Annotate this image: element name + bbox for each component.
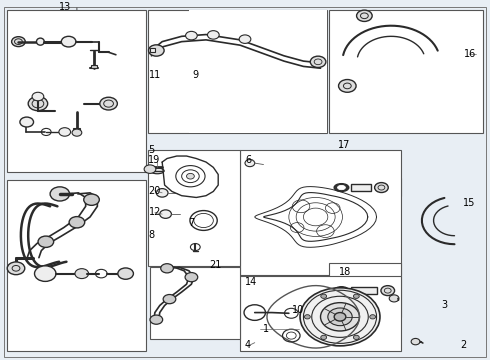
Circle shape [38,236,53,247]
Text: 7: 7 [188,218,194,228]
Text: 2: 2 [460,340,466,350]
Ellipse shape [150,168,164,174]
Circle shape [75,269,89,279]
Ellipse shape [334,287,349,294]
FancyBboxPatch shape [189,10,327,133]
Circle shape [148,45,164,56]
Bar [91,66,98,68]
Bar [74,128,80,130]
Circle shape [34,266,56,282]
Bar [351,184,371,191]
Circle shape [320,303,360,331]
Circle shape [374,183,388,193]
Circle shape [310,56,326,67]
FancyBboxPatch shape [147,10,327,133]
Text: 1: 1 [263,324,269,333]
Circle shape [7,262,25,275]
Circle shape [32,92,44,101]
Text: 9: 9 [193,70,199,80]
Circle shape [245,159,255,167]
Text: 18: 18 [339,267,351,277]
Circle shape [61,36,76,47]
Text: 12: 12 [148,207,161,217]
Circle shape [12,37,25,46]
Ellipse shape [338,185,345,190]
Circle shape [207,31,219,39]
Bar [150,48,155,52]
Circle shape [239,35,251,44]
FancyBboxPatch shape [240,276,401,351]
Circle shape [370,315,375,319]
Circle shape [20,117,33,127]
Text: 8: 8 [148,230,155,240]
Bar [351,287,376,294]
Circle shape [118,268,133,279]
Text: 5: 5 [148,145,155,155]
Circle shape [28,96,48,111]
Circle shape [163,294,176,304]
Text: 19: 19 [148,155,160,165]
Circle shape [339,80,356,92]
Circle shape [411,338,420,345]
Text: 13: 13 [59,2,71,12]
Circle shape [381,285,394,296]
Circle shape [161,264,173,273]
FancyBboxPatch shape [329,263,401,317]
Circle shape [334,312,346,321]
Circle shape [353,294,359,298]
Text: 16: 16 [464,49,476,59]
Circle shape [321,294,327,298]
Circle shape [321,335,327,339]
Circle shape [84,194,99,205]
Text: 4: 4 [245,340,251,350]
Circle shape [150,315,163,324]
Text: 10: 10 [292,305,304,315]
Ellipse shape [36,38,44,45]
Text: 17: 17 [338,140,350,150]
Circle shape [389,295,399,302]
Circle shape [353,335,359,339]
FancyBboxPatch shape [240,150,401,275]
Circle shape [187,174,195,179]
Circle shape [357,10,372,22]
Text: 6: 6 [245,154,251,165]
Ellipse shape [338,288,345,293]
Circle shape [144,165,156,174]
Circle shape [185,273,198,282]
Circle shape [304,315,310,319]
Circle shape [69,217,85,228]
Ellipse shape [334,184,349,192]
FancyBboxPatch shape [329,10,483,133]
Circle shape [300,288,380,346]
Circle shape [156,189,168,197]
FancyBboxPatch shape [329,178,401,196]
Text: 3: 3 [441,300,447,310]
FancyBboxPatch shape [7,180,146,351]
Text: 15: 15 [463,198,475,208]
Circle shape [72,129,82,136]
Text: 14: 14 [245,278,257,288]
Text: 21: 21 [209,260,221,270]
Circle shape [328,308,352,326]
Circle shape [59,128,71,136]
FancyBboxPatch shape [150,266,240,339]
FancyBboxPatch shape [7,10,146,172]
Text: 11: 11 [148,70,161,80]
Circle shape [160,210,172,219]
Circle shape [50,187,70,201]
Text: 20: 20 [148,186,161,196]
Circle shape [100,97,117,110]
FancyBboxPatch shape [147,150,240,266]
Circle shape [186,31,197,40]
